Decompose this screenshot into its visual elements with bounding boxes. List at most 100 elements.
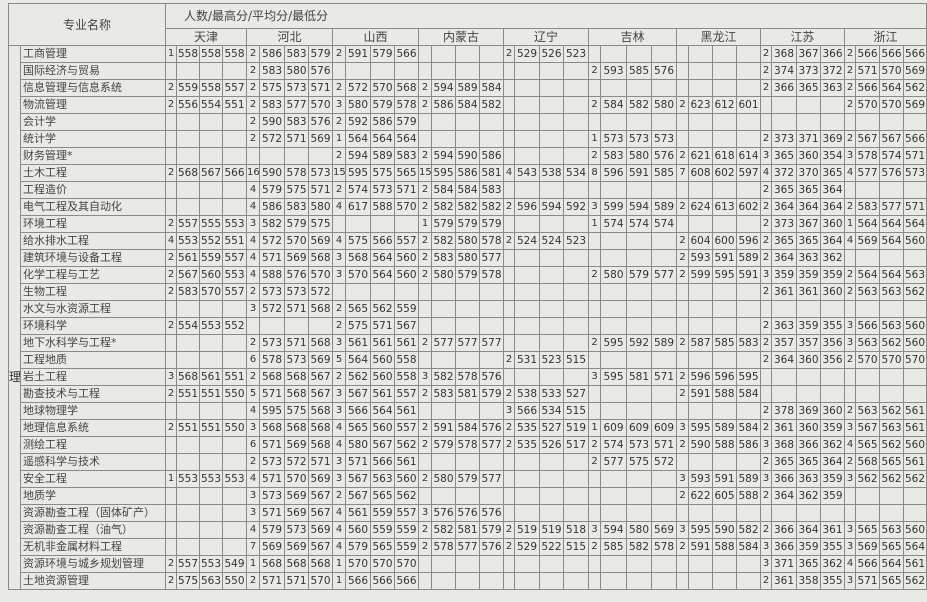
- max-score-cell: 561: [345, 504, 372, 522]
- category-cell: [8, 130, 21, 148]
- major-name: 物流管理: [19, 96, 167, 114]
- enrolled-count-cell: 2: [332, 147, 347, 165]
- table-row: 土木工程 2 568 567 566 16 590 578 573 15 595 575 565 15 59…: [8, 164, 927, 182]
- enrolled-count-cell: 15: [332, 164, 347, 182]
- enrolled-count-cell: [760, 368, 773, 386]
- enrolled-count-cell: 4: [844, 555, 857, 573]
- category-cell: [8, 215, 21, 233]
- max-score-cell: [600, 283, 628, 301]
- avg-score-cell: 359: [796, 538, 822, 556]
- avg-score-cell: [626, 113, 653, 131]
- enrolled-count-cell: [844, 181, 857, 199]
- avg-score-cell: [455, 45, 481, 63]
- max-score-cell: [771, 504, 798, 522]
- avg-score-cell: [626, 487, 653, 505]
- max-score-cell: 594: [600, 521, 628, 539]
- max-score-cell: [514, 368, 541, 386]
- avg-score-cell: 575: [370, 164, 396, 182]
- min-score-cell: 584: [736, 385, 762, 403]
- avg-score-cell: [539, 317, 565, 335]
- min-score-cell: 550: [222, 419, 248, 437]
- min-score-cell: 559: [394, 300, 420, 318]
- major-name: 资源勘查工程（固体矿产）: [19, 504, 167, 522]
- enrolled-count-cell: 5: [332, 351, 347, 369]
- max-score-cell: 568: [176, 164, 201, 182]
- category-cell: [8, 538, 21, 556]
- max-score-cell: 574: [345, 181, 372, 199]
- max-score-cell: 591: [688, 538, 714, 556]
- max-score-cell: [600, 555, 628, 573]
- avg-score-cell: 591: [626, 164, 653, 182]
- min-score-cell: [651, 385, 678, 403]
- enrolled-count-cell: 3: [844, 470, 857, 488]
- avg-score-cell: [712, 283, 738, 301]
- avg-score-cell: [712, 555, 738, 573]
- avg-score-cell: 360: [796, 147, 822, 165]
- avg-score-cell: 564: [879, 555, 905, 573]
- major-name: 无机非金属材料工程: [19, 538, 167, 556]
- min-score-cell: 534: [563, 164, 590, 182]
- min-score-cell: 579: [479, 521, 505, 539]
- avg-score-cell: 565: [879, 453, 905, 471]
- avg-score-cell: 367: [796, 45, 822, 63]
- enrolled-count-cell: 2: [676, 436, 690, 454]
- max-score-cell: [688, 62, 714, 80]
- max-score-cell: [855, 504, 881, 522]
- min-score-cell: 571: [903, 198, 927, 216]
- max-score-cell: [514, 555, 541, 573]
- min-score-cell: 576: [651, 62, 678, 80]
- avg-score-cell: [539, 368, 565, 386]
- enrolled-count-cell: [676, 113, 690, 131]
- category-cell: [8, 385, 21, 403]
- max-score-cell: 596: [688, 368, 714, 386]
- max-score-cell: 519: [514, 521, 541, 539]
- avg-score-cell: [539, 487, 565, 505]
- max-score-cell: 560: [345, 521, 372, 539]
- enrolled-count-cell: 2: [332, 181, 347, 199]
- max-score-cell: 582: [431, 368, 457, 386]
- min-score-cell: 561: [394, 334, 420, 352]
- min-score-cell: [222, 130, 248, 148]
- max-score-cell: [176, 538, 201, 556]
- province-header: 黑龙江: [676, 28, 762, 46]
- enrolled-count-cell: 2: [418, 96, 433, 114]
- min-score-cell: [651, 232, 678, 250]
- min-score-cell: 566: [394, 45, 420, 63]
- min-score-cell: [222, 504, 248, 522]
- min-score-cell: 584: [736, 538, 762, 556]
- enrolled-count-cell: 3: [760, 555, 773, 573]
- enrolled-count-cell: 3: [503, 402, 516, 420]
- enrolled-count-cell: 3: [332, 249, 347, 267]
- table-row: 理岩土工程 3 568 561 551 2 568 568 567 2 562 560 558 3 582 5…: [8, 368, 927, 386]
- enrolled-count-cell: 2: [760, 181, 773, 199]
- min-score-cell: [479, 300, 505, 318]
- max-score-cell: 595: [345, 164, 372, 182]
- avg-score-cell: [539, 147, 565, 165]
- min-score-cell: [736, 317, 762, 335]
- enrolled-count-cell: [588, 317, 602, 335]
- avg-score-cell: 571: [284, 130, 310, 148]
- avg-score-cell: 371: [796, 130, 822, 148]
- enrolled-count-cell: 2: [844, 45, 857, 63]
- min-score-cell: 571: [651, 368, 678, 386]
- min-score-cell: 560: [903, 334, 927, 352]
- max-score-cell: 569: [855, 232, 881, 250]
- min-score-cell: 568: [308, 436, 334, 454]
- min-score-cell: 568: [308, 402, 334, 420]
- enrolled-count-cell: [246, 317, 261, 335]
- avg-score-cell: [455, 555, 481, 573]
- max-score-cell: 373: [771, 215, 798, 233]
- avg-score-cell: 522: [539, 538, 565, 556]
- province-header: 山西: [332, 28, 420, 46]
- enrolled-count-cell: 2: [844, 96, 857, 114]
- min-score-cell: [736, 402, 762, 420]
- major-name: 会计学: [19, 113, 167, 131]
- enrolled-count-cell: [418, 130, 433, 148]
- max-score-cell: 557: [176, 555, 201, 573]
- avg-score-cell: 590: [455, 147, 481, 165]
- max-score-cell: 568: [259, 555, 286, 573]
- province-header: 河北: [246, 28, 334, 46]
- enrolled-count-cell: 2: [418, 436, 433, 454]
- max-score-cell: 571: [259, 436, 286, 454]
- max-score-cell: 566: [855, 79, 881, 97]
